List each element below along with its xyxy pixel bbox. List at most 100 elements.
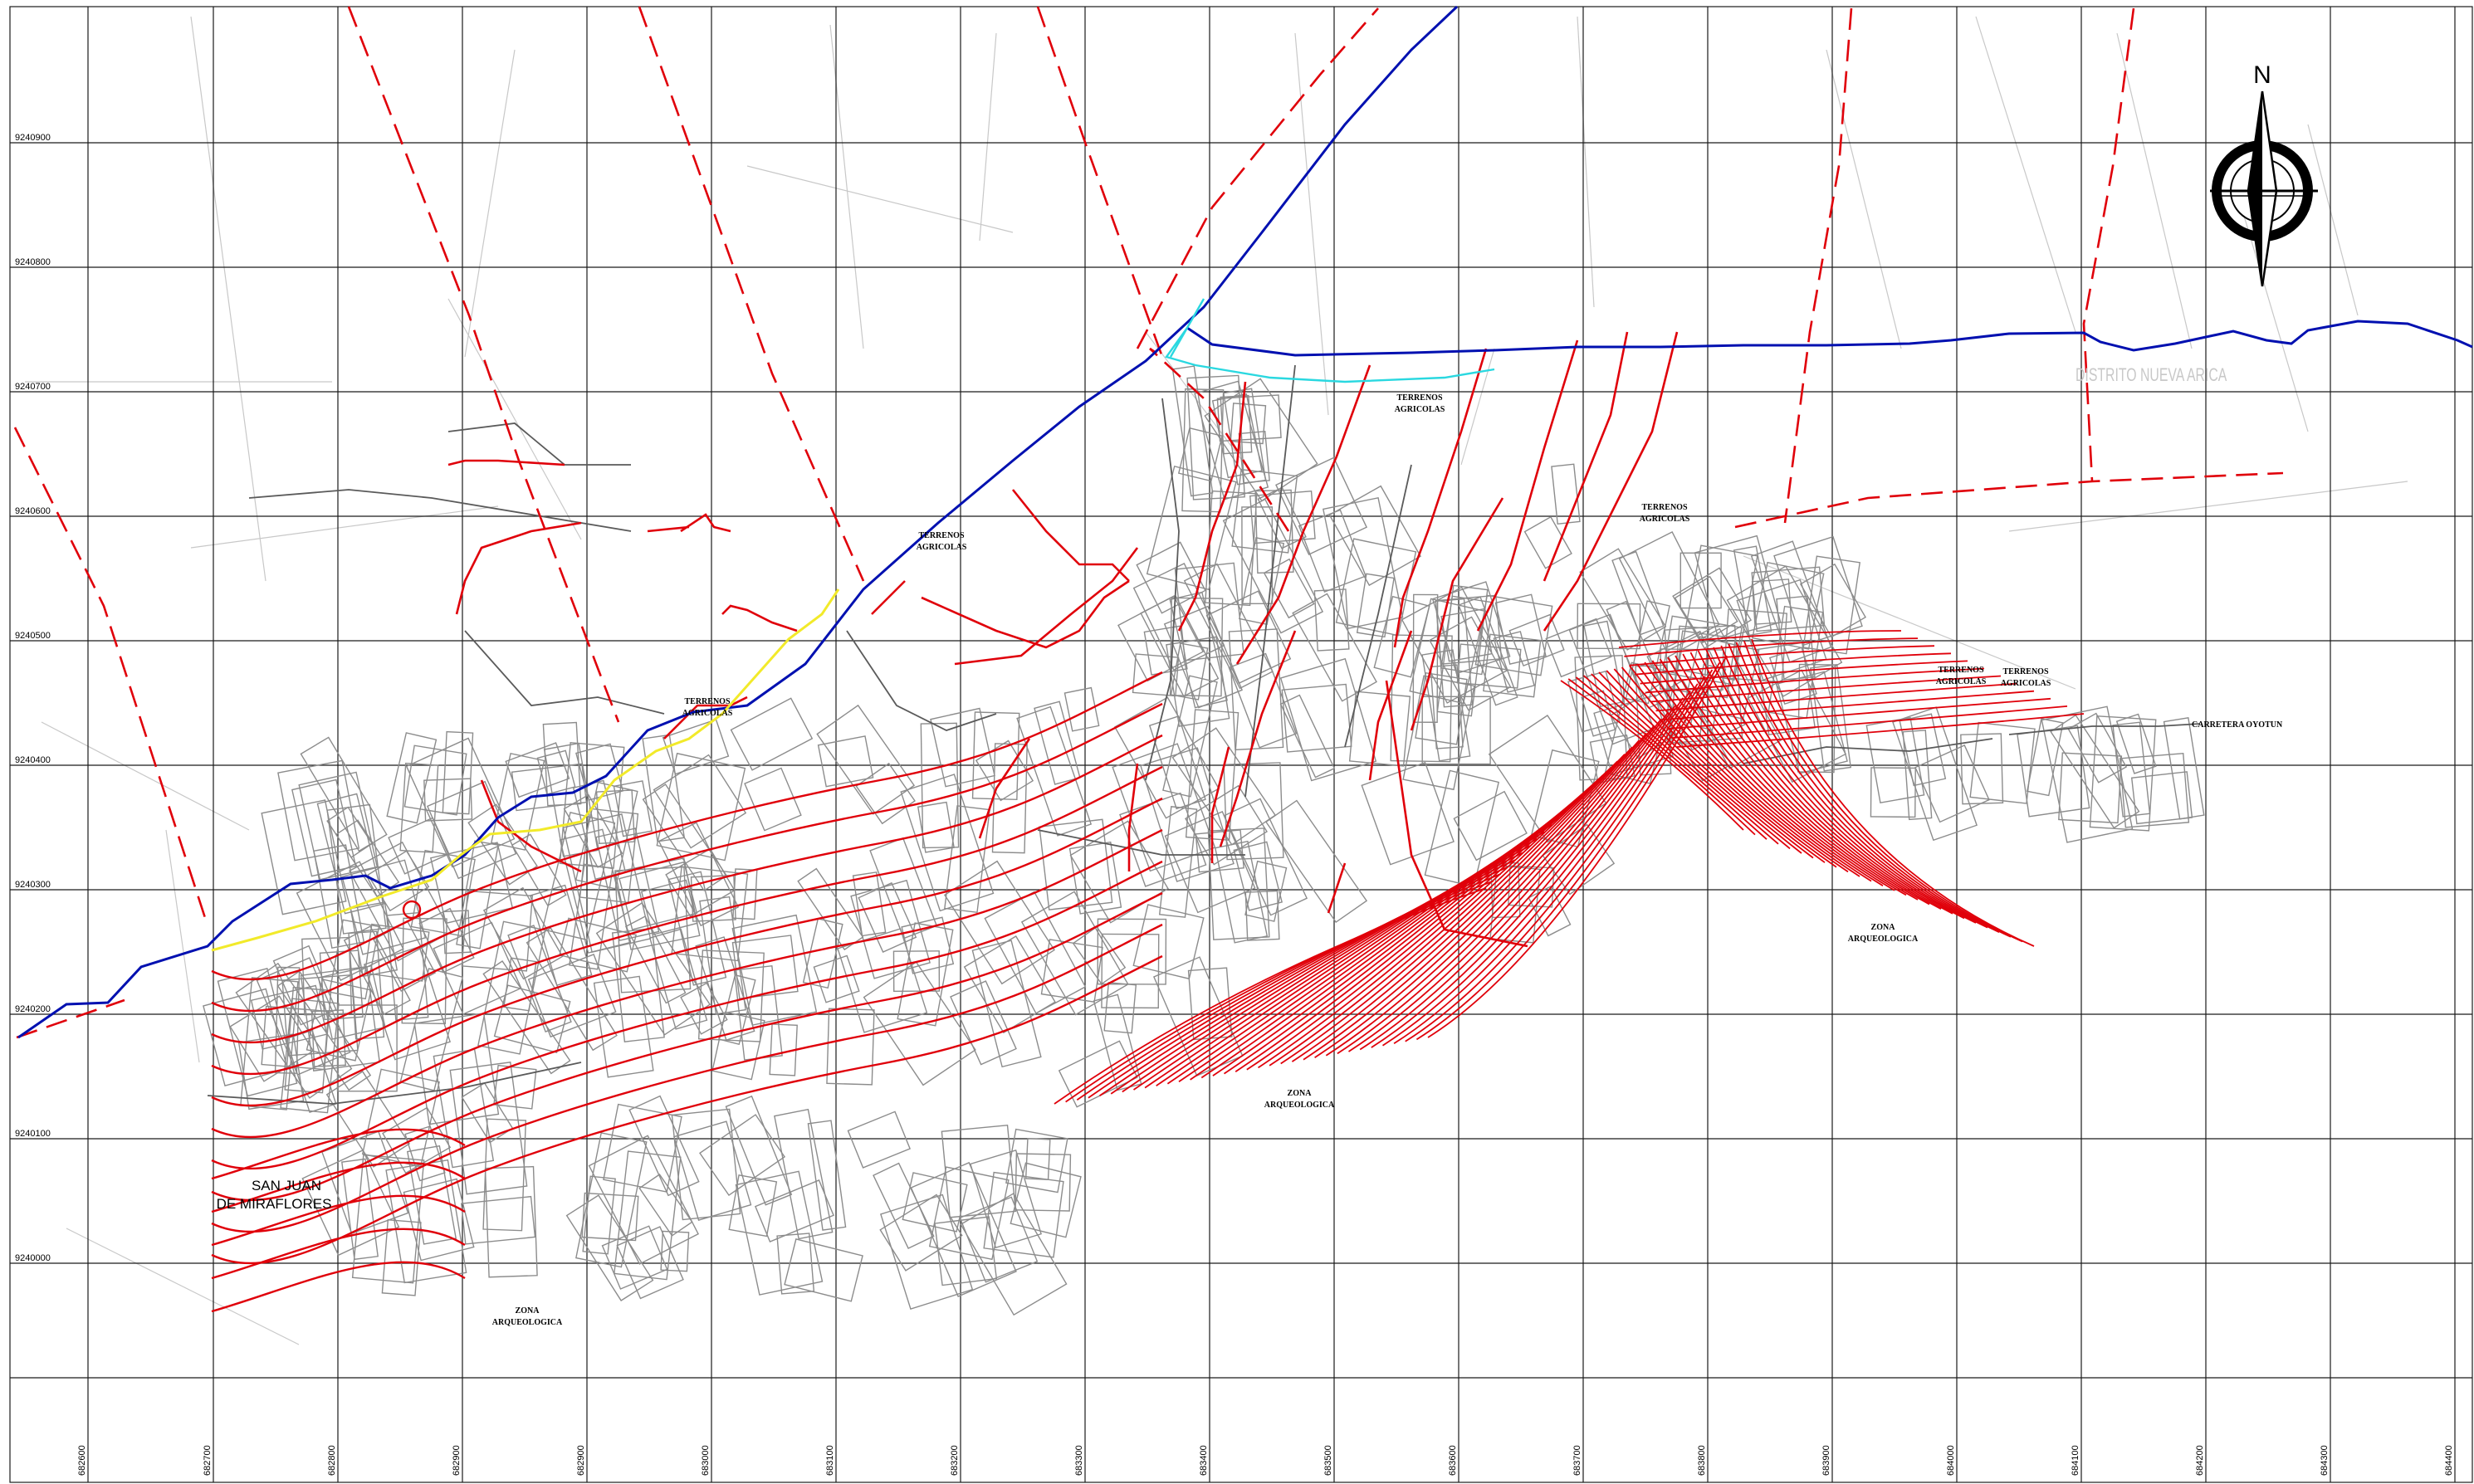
parcel-block bbox=[697, 949, 765, 1042]
parcel-block bbox=[1174, 562, 1244, 661]
contour-line-dense bbox=[1659, 658, 1895, 891]
parcel-block bbox=[491, 752, 545, 851]
parcel-block bbox=[237, 1033, 305, 1111]
northing-label: 9240800 bbox=[15, 257, 51, 267]
parcel-block bbox=[754, 1179, 834, 1242]
street-line bbox=[2008, 723, 2201, 735]
contour-line-dense bbox=[1613, 668, 1826, 863]
easting-label: 684200 bbox=[2195, 1445, 2205, 1476]
parcel-block bbox=[274, 966, 301, 1074]
contour-line bbox=[1011, 489, 1130, 582]
parcel-block bbox=[320, 1130, 409, 1235]
parcel-block bbox=[413, 1013, 500, 1125]
parcel-block bbox=[1230, 403, 1267, 445]
parcel-block bbox=[1169, 591, 1228, 709]
parcel-block bbox=[1335, 538, 1417, 637]
parcel-block bbox=[1902, 730, 1933, 821]
contour-line-dense bbox=[1415, 662, 1720, 1041]
parcel-block bbox=[1373, 595, 1430, 678]
easting-label: 683300 bbox=[1074, 1445, 1084, 1476]
contour-line-upper bbox=[1640, 660, 1968, 685]
contour-line-dense bbox=[1682, 653, 1930, 906]
parcel-block bbox=[449, 1062, 528, 1195]
dashed-boundary-lines bbox=[13, 6, 2284, 1039]
parcel-block bbox=[671, 1108, 741, 1221]
parcel-block bbox=[642, 734, 686, 842]
easting-label: 682900 bbox=[576, 1445, 586, 1476]
yellow-road bbox=[211, 588, 840, 952]
parcel-block bbox=[527, 954, 617, 1038]
parcel-block bbox=[660, 1230, 690, 1272]
parcel-block bbox=[1679, 552, 1722, 609]
contour-line bbox=[1219, 630, 1297, 847]
parcel-block bbox=[690, 874, 736, 922]
contour-line-dense bbox=[1728, 643, 2000, 934]
contour-line bbox=[1393, 348, 1488, 648]
parcel-block bbox=[673, 1120, 752, 1221]
parcel-block bbox=[735, 1170, 824, 1296]
contour-line bbox=[871, 580, 906, 615]
parcel-block bbox=[1435, 594, 1503, 665]
archaeological-label-line1: ZONA bbox=[1871, 923, 1896, 932]
parcel-block bbox=[1870, 767, 1916, 818]
parcel-block bbox=[484, 1165, 538, 1278]
parcel-block bbox=[1810, 663, 1852, 772]
parcel-block bbox=[272, 945, 337, 1026]
parcel-block bbox=[1195, 829, 1244, 873]
agricultural-label-line1: TERRENOS bbox=[1396, 393, 1442, 403]
parcel-block bbox=[902, 1172, 968, 1233]
parcel-block bbox=[614, 1150, 682, 1281]
parcel-block bbox=[507, 925, 572, 1032]
contour-line-west bbox=[211, 671, 1163, 980]
parcel-block bbox=[1611, 550, 1665, 636]
contour-line bbox=[721, 604, 798, 632]
contour-line-dense bbox=[1212, 788, 1589, 1076]
street-line bbox=[846, 630, 997, 731]
street-line bbox=[248, 489, 632, 532]
contour-line-dense bbox=[1621, 666, 1837, 868]
parcel-block bbox=[1136, 541, 1206, 614]
northing-label: 9240500 bbox=[15, 631, 51, 641]
parcel-block bbox=[2089, 715, 2157, 832]
contour-line-upper bbox=[1629, 645, 1935, 666]
contour-line-west bbox=[211, 828, 1163, 1138]
archaeological-label-line1: ZONA bbox=[1288, 1089, 1313, 1098]
parcel-block bbox=[869, 837, 938, 940]
parcel-block bbox=[1606, 600, 1669, 709]
parcel-block bbox=[930, 707, 995, 788]
contour-line-west bbox=[211, 860, 1163, 1169]
contour-line-upper bbox=[1655, 682, 2018, 712]
parcel-block bbox=[744, 767, 802, 832]
parcel-block bbox=[1186, 374, 1245, 500]
parcel-block bbox=[1068, 841, 1122, 915]
contour-line bbox=[954, 547, 1139, 666]
parcel-block bbox=[1166, 636, 1230, 727]
parcel-block bbox=[1960, 733, 2004, 805]
parcel-block bbox=[665, 847, 736, 917]
parcel-block bbox=[901, 916, 955, 974]
parcel-block bbox=[892, 950, 941, 993]
parcel-block bbox=[971, 940, 1042, 1068]
parcel-block bbox=[873, 1162, 935, 1249]
easting-label: 684300 bbox=[2320, 1445, 2330, 1476]
parcel-block bbox=[461, 1195, 536, 1245]
parcel-block bbox=[1402, 675, 1475, 791]
easting-label: 682600 bbox=[77, 1445, 87, 1476]
coordinate-grid bbox=[9, 6, 2473, 1483]
river-line-east bbox=[1186, 320, 2473, 357]
cyan-canal bbox=[1165, 298, 1495, 383]
northing-label: 9240200 bbox=[15, 1004, 51, 1014]
northing-label: 9240000 bbox=[15, 1253, 51, 1263]
parcel-block bbox=[316, 793, 385, 915]
parcel-block bbox=[1969, 721, 2036, 804]
parcel-block bbox=[1453, 790, 1528, 862]
street-line bbox=[447, 422, 631, 466]
parcel-block bbox=[920, 722, 960, 849]
parcel-block bbox=[1542, 823, 1616, 896]
parcel-block bbox=[1103, 982, 1137, 1034]
faint-cadastral-lines bbox=[25, 16, 2408, 1345]
contour-line-dense bbox=[1291, 740, 1640, 1062]
parcel-block bbox=[1140, 747, 1235, 882]
contour-line-dense bbox=[1598, 671, 1802, 854]
